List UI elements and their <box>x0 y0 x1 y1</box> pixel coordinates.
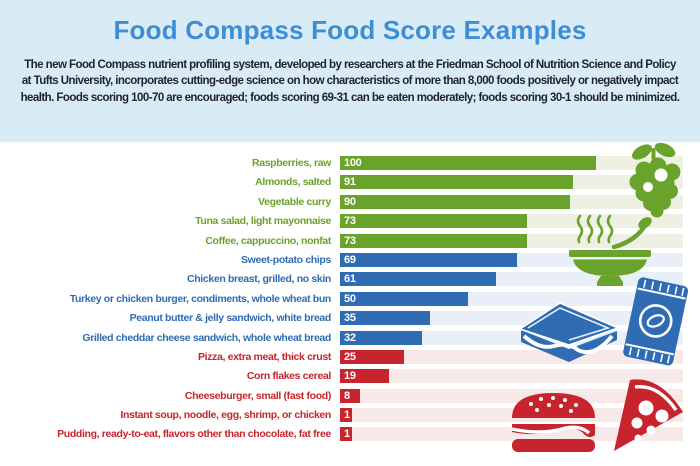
score-value: 90 <box>344 195 356 208</box>
bar-chart: Raspberries, raw 100 Almonds, salted 91 Vege… <box>0 142 700 466</box>
score-bar: 61 <box>340 272 497 287</box>
page-title: Food Compass Food Score Examples <box>113 15 587 45</box>
score-track: 73 <box>340 233 683 248</box>
score-value: 35 <box>344 312 356 325</box>
bar-row: Pudding, ready-to-eat, flavors other tha… <box>0 427 692 442</box>
food-label: Cheeseburger, small (fast food) <box>184 389 331 402</box>
bar-row: Pizza, extra meat, thick crust 25 <box>0 349 692 364</box>
bar-row: Almonds, salted 91 <box>0 175 692 190</box>
food-label: Turkey or chicken burger, condiments, wh… <box>69 292 332 305</box>
score-track: 91 <box>340 175 683 190</box>
score-bar: 1 <box>340 408 352 423</box>
score-value: 50 <box>344 292 356 305</box>
score-bar: 8 <box>340 388 361 403</box>
score-track: 50 <box>340 291 683 306</box>
score-value: 61 <box>344 273 356 286</box>
food-label: Instant soup, noodle, egg, shrimp, or ch… <box>120 409 331 422</box>
food-label: Almonds, salted <box>255 176 331 189</box>
food-label: Peanut butter & jelly sandwich, white br… <box>129 312 332 325</box>
bar-row: Turkey or chicken burger, condiments, wh… <box>0 291 692 306</box>
score-bar: 32 <box>340 330 422 345</box>
score-track: 1 <box>340 408 683 423</box>
score-bar: 25 <box>340 349 404 364</box>
score-bar: 19 <box>340 369 389 384</box>
bar-row: Coffee, cappuccino, nonfat 73 <box>0 233 692 248</box>
hamburger-icon <box>504 388 602 454</box>
bar-row: Raspberries, raw 100 <box>0 156 692 170</box>
score-bar: 1 <box>340 427 352 442</box>
score-bar: 69 <box>340 252 517 267</box>
score-value: 8 <box>344 389 350 402</box>
bar-row: Vegetable curry 90 <box>0 194 692 209</box>
bar-row: Corn flakes cereal 19 <box>0 369 692 384</box>
score-bar: 35 <box>340 311 430 326</box>
food-label: Pizza, extra meat, thick crust <box>197 350 331 363</box>
score-track: 73 <box>340 214 683 229</box>
score-value: 1 <box>344 428 350 441</box>
soup-bowl-icon <box>568 214 655 287</box>
header: Food Compass Food Score Examples The new… <box>0 0 700 142</box>
food-label: Chicken breast, grilled, no skin <box>186 273 331 286</box>
food-label: Tuna salad, light mayonnaise <box>195 215 331 228</box>
pizza-slice-icon <box>608 372 690 454</box>
score-bar: 90 <box>340 194 571 209</box>
bar-row: Tuna salad, light mayonnaise 73 <box>0 214 692 229</box>
score-track: 1 <box>340 427 683 442</box>
score-bar: 50 <box>340 291 468 306</box>
food-label: Grilled cheddar cheese sandwich, whole w… <box>82 331 331 344</box>
score-value: 1 <box>344 409 350 422</box>
score-value: 32 <box>344 331 356 344</box>
score-track: 100 <box>340 156 683 170</box>
sandwich-icon <box>516 298 622 364</box>
score-bar: 73 <box>340 233 527 248</box>
score-value: 100 <box>344 157 362 169</box>
food-label: Sweet-potato chips <box>241 253 331 266</box>
score-bar: 91 <box>340 175 573 190</box>
score-value: 25 <box>344 350 356 363</box>
food-label: Coffee, cappuccino, nonfat <box>205 234 331 247</box>
score-track: 90 <box>340 194 683 209</box>
bar-row: Instant soup, noodle, egg, shrimp, or ch… <box>0 408 692 423</box>
score-track: 25 <box>340 349 683 364</box>
score-value: 73 <box>344 215 356 228</box>
score-value: 73 <box>344 234 356 247</box>
score-bar: 100 <box>340 156 596 170</box>
score-track: 8 <box>340 388 683 403</box>
food-label: Pudding, ready-to-eat, flavors other tha… <box>57 428 331 441</box>
food-label: Raspberries, raw <box>251 157 331 169</box>
raspberries-icon <box>615 142 693 218</box>
score-value: 19 <box>344 370 356 383</box>
score-value: 91 <box>344 176 356 189</box>
food-label: Corn flakes cereal <box>246 370 332 383</box>
score-track: 19 <box>340 369 683 384</box>
chips-bag-icon <box>614 276 698 368</box>
score-value: 69 <box>344 253 356 266</box>
food-label: Vegetable curry <box>258 195 331 208</box>
score-bar: 73 <box>340 214 527 229</box>
bar-row: Cheeseburger, small (fast food) 8 <box>0 388 692 403</box>
intro-text: The new Food Compass nutrient profiling … <box>20 59 680 104</box>
